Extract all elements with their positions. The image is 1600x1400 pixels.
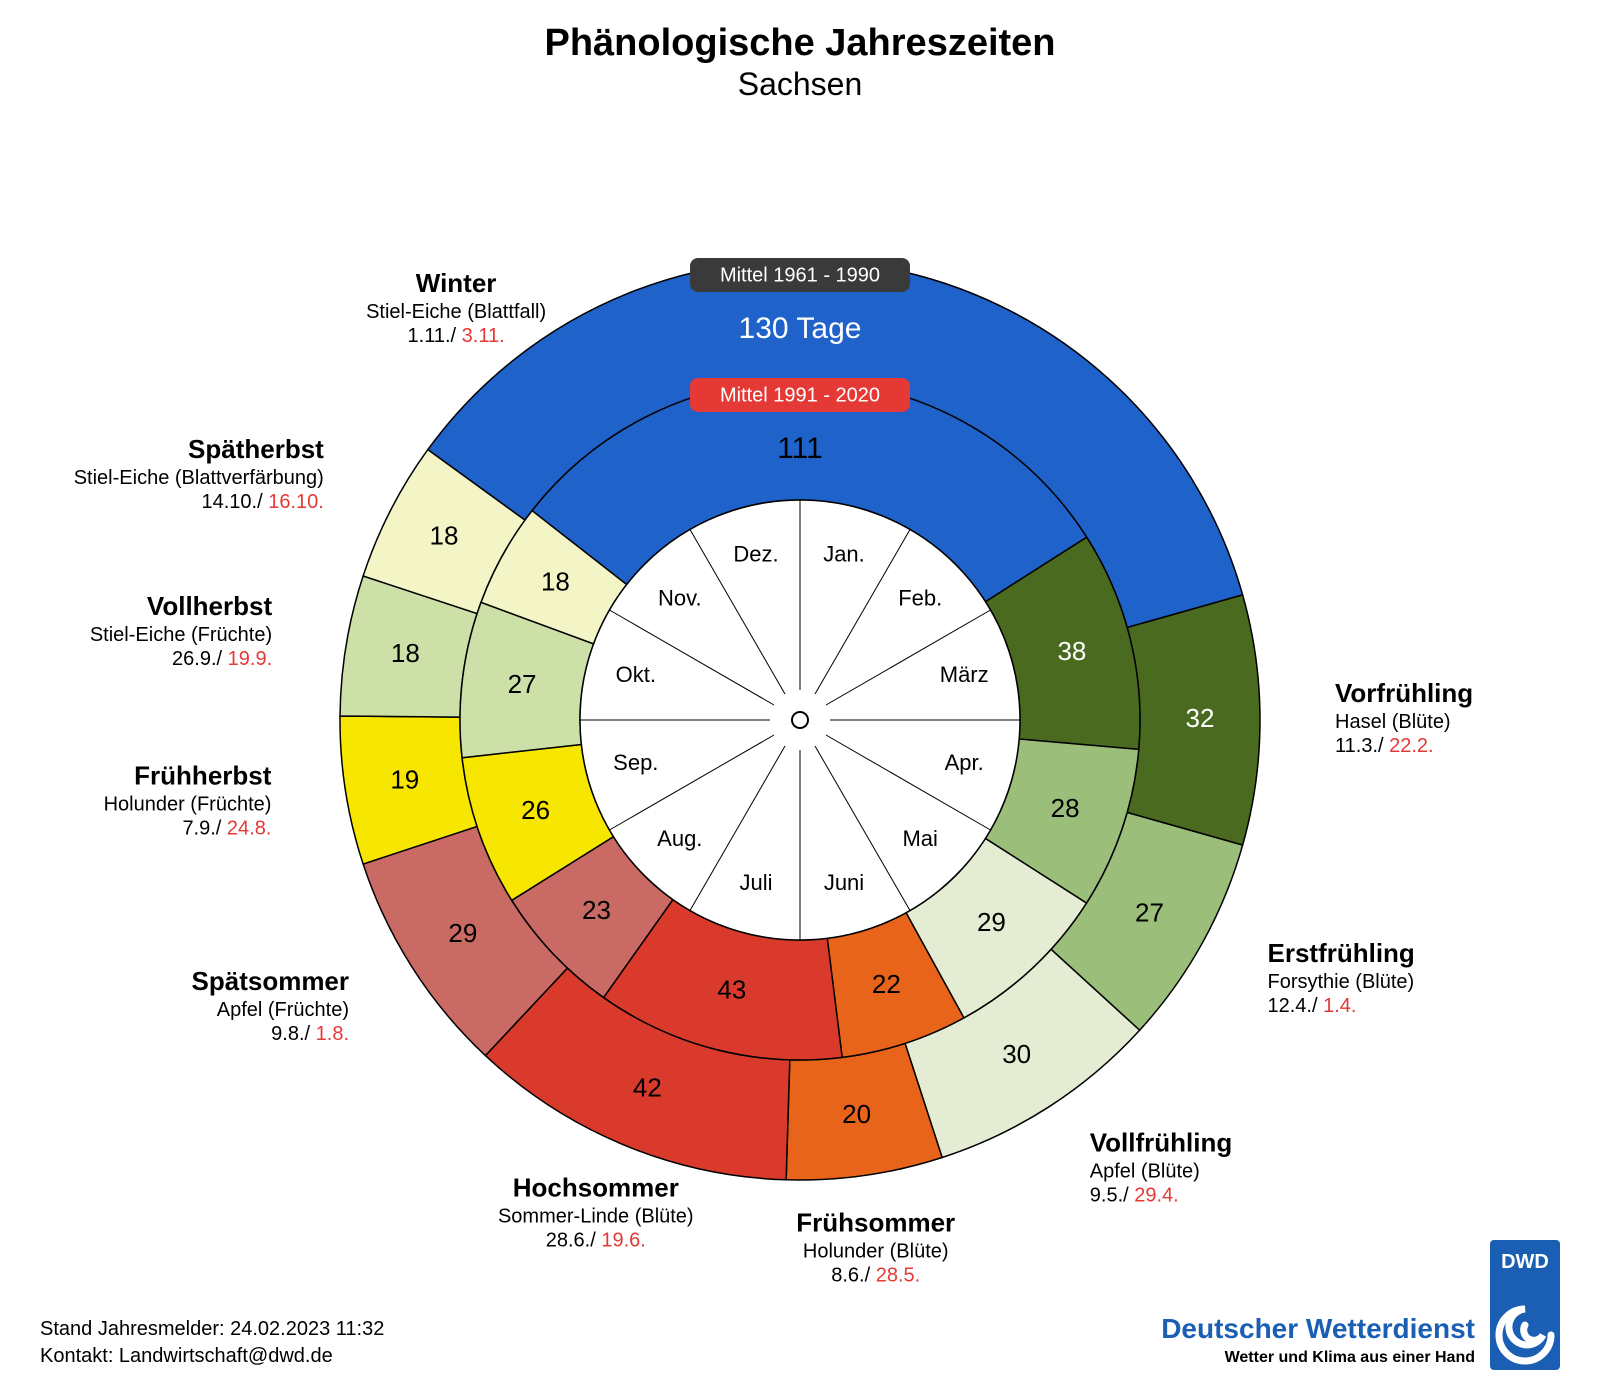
footer-line-2: Kontakt: Landwirtschaft@dwd.de xyxy=(40,1345,333,1367)
month-label: März xyxy=(940,662,989,687)
season-indicator: Stiel-Eiche (Früchte) xyxy=(90,624,272,646)
dwd-logo-tagline: Wetter und Klima aus einer Hand xyxy=(1225,1349,1475,1366)
month-label: Juni xyxy=(824,870,864,895)
season-label-erstfrühling: Erstfrühling Forsythie (Blüte)12.4./ 1.4. xyxy=(1267,938,1414,1017)
inner-value-vorfrühling: 38 xyxy=(1057,636,1086,666)
season-indicator: Apfel (Blüte) xyxy=(1090,1161,1200,1183)
season-dates: 26.9./ 19.9. xyxy=(172,648,272,670)
season-name: Frühherbst xyxy=(134,761,272,791)
outer-value-vollfrühling: 30 xyxy=(1002,1039,1031,1069)
inner-value-spätsommer: 23 xyxy=(582,895,611,925)
inner-value-hochsommer: 43 xyxy=(717,974,746,1004)
season-dates: 11.3./ 22.2. xyxy=(1335,735,1434,757)
season-dates: 7.9./ 24.8. xyxy=(182,818,271,840)
outer-value-erstfrühling: 27 xyxy=(1135,897,1164,927)
outer-value-vorfrühling: 32 xyxy=(1186,703,1215,733)
season-dates: 9.8./ 1.8. xyxy=(271,1023,349,1045)
season-name: Vollherbst xyxy=(147,591,273,621)
season-label-frühsommer: Frühsommer Holunder (Blüte)8.6./ 28.5. xyxy=(796,1208,955,1287)
season-label-spätsommer: Spätsommer Apfel (Früchte)9.8./ 1.8. xyxy=(192,966,350,1045)
inner-period-label: Mittel 1991 - 2020 xyxy=(720,384,880,406)
month-label: Apr. xyxy=(945,750,984,775)
season-dates: 8.6./ 28.5. xyxy=(831,1265,920,1287)
season-name: Winter xyxy=(416,268,497,298)
dwd-logo-name: Deutscher Wetterdienst xyxy=(1161,1313,1475,1344)
chart-subtitle: Sachsen xyxy=(738,66,863,102)
inner-value-frühherbst: 26 xyxy=(521,795,550,825)
season-dates: 9.5./ 29.4. xyxy=(1090,1185,1179,1207)
season-name: Vollfrühling xyxy=(1090,1128,1233,1158)
season-label-vollherbst: Vollherbst Stiel-Eiche (Früchte)26.9./ 19… xyxy=(90,591,273,670)
season-indicator: Hasel (Blüte) xyxy=(1335,711,1451,733)
inner-value-vollfrühling: 29 xyxy=(977,907,1006,937)
outer-period-label: Mittel 1961 - 1990 xyxy=(720,264,880,286)
season-name: Vorfrühling xyxy=(1335,678,1473,708)
outer-winter-value: 130 Tage xyxy=(739,312,862,345)
season-indicator: Holunder (Früchte) xyxy=(104,794,272,816)
outer-value-frühherbst: 19 xyxy=(390,765,419,795)
outer-value-vollherbst: 18 xyxy=(391,638,420,668)
season-name: Spätsommer xyxy=(192,966,350,996)
inner-value-erstfrühling: 28 xyxy=(1051,793,1080,823)
season-name: Hochsommer xyxy=(513,1172,679,1202)
season-name: Frühsommer xyxy=(796,1208,955,1238)
inner-value-vollherbst: 27 xyxy=(508,669,537,699)
chart-title: Phänologische Jahreszeiten xyxy=(544,22,1055,64)
inner-winter-value: 111 xyxy=(777,432,823,465)
month-label: Dez. xyxy=(733,542,778,567)
month-label: Okt. xyxy=(616,662,656,687)
outer-value-spätherbst: 18 xyxy=(430,521,459,551)
season-indicator: Holunder (Blüte) xyxy=(803,1241,949,1263)
month-wheel: Jan. Feb. März Apr. Mai Juni Juli Aug. Sep. Okt. N… xyxy=(580,500,1020,940)
season-indicator: Forsythie (Blüte) xyxy=(1267,971,1414,993)
phenological-clock-chart: Phänologische Jahreszeiten Sachsen 32 27 3… xyxy=(0,0,1600,1400)
outer-value-spätsommer: 29 xyxy=(448,918,477,948)
season-dates: 12.4./ 1.4. xyxy=(1267,995,1356,1017)
season-indicator: Stiel-Eiche (Blattfall) xyxy=(366,301,546,323)
season-label-frühherbst: Frühherbst Holunder (Früchte)7.9./ 24.8. xyxy=(104,761,272,840)
season-dates: 14.10./ 16.10. xyxy=(202,491,324,513)
month-label: Juli xyxy=(739,870,772,895)
season-label-vollfrühling: Vollfrühling Apfel (Blüte)9.5./ 29.4. xyxy=(1090,1128,1233,1207)
footer-line-1: Stand Jahresmelder: 24.02.2023 11:32 xyxy=(40,1318,384,1340)
season-label-vorfrühling: Vorfrühling Hasel (Blüte)11.3./ 22.2. xyxy=(1335,678,1473,757)
season-label-winter: Winter Stiel-Eiche (Blattfall)1.11./ 3.11… xyxy=(366,268,546,347)
month-label: Feb. xyxy=(898,586,942,611)
dwd-logo-abbr: DWD xyxy=(1501,1251,1549,1273)
season-indicator: Sommer-Linde (Blüte) xyxy=(498,1205,694,1227)
month-label: Jan. xyxy=(823,542,865,567)
outer-value-frühsommer: 20 xyxy=(842,1099,871,1129)
inner-value-frühsommer: 22 xyxy=(872,969,901,999)
season-indicator: Apfel (Früchte) xyxy=(217,999,349,1021)
season-dates: 1.11./ 3.11. xyxy=(408,325,505,347)
month-label: Mai xyxy=(902,826,937,851)
month-label: Nov. xyxy=(658,586,702,611)
season-name: Spätherbst xyxy=(188,434,324,464)
dwd-logo: DWD Deutscher Wetterdienst Wetter und Klim… xyxy=(1161,1240,1560,1370)
season-dates: 28.6./ 19.6. xyxy=(546,1229,646,1251)
outer-value-hochsommer: 42 xyxy=(633,1073,662,1103)
season-indicator: Stiel-Eiche (Blattverfärbung) xyxy=(74,467,324,489)
season-label-hochsommer: Hochsommer Sommer-Linde (Blüte)28.6./ 19.… xyxy=(498,1172,694,1251)
season-label-spätherbst: Spätherbst Stiel-Eiche (Blattverfärbung)1… xyxy=(74,434,324,513)
month-label: Sep. xyxy=(613,750,658,775)
month-label: Aug. xyxy=(657,826,702,851)
inner-value-spätherbst: 18 xyxy=(541,567,570,597)
season-name: Erstfrühling xyxy=(1267,938,1414,968)
